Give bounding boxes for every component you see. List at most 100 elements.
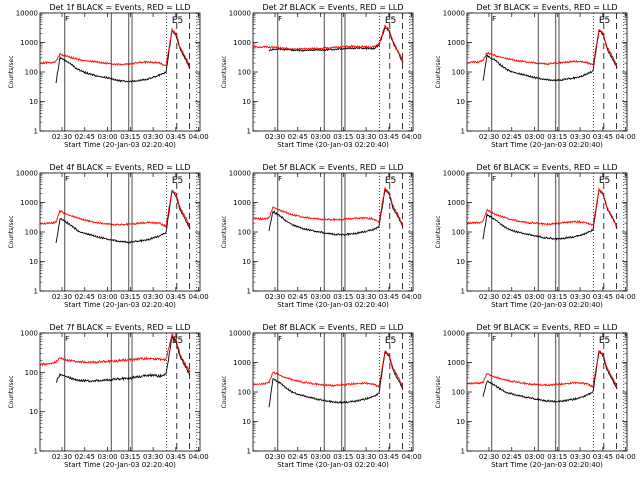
x-tick-label: 02:30 (479, 133, 499, 141)
flag-annotation: F (278, 175, 282, 183)
chart-panel-5: Det 5f BLACK = Events, RED = LLD Counts/s… (221, 163, 422, 309)
y-tick-label: 1000 (447, 199, 465, 207)
x-tick-label: 03:30 (356, 133, 376, 141)
y-tick-label: 1 (461, 448, 465, 456)
x-tick-label: 03:45 (379, 133, 399, 141)
x-tick-label: 03:30 (570, 133, 590, 141)
series-line-lld (252, 350, 404, 388)
x-tick-label: 02:30 (479, 293, 499, 301)
chart-title: Det 9f BLACK = Events, RED = LLD (476, 323, 617, 332)
flag-annotation: F (278, 335, 282, 343)
plot-frame (252, 172, 414, 292)
x-axis-label: Start Time (20-Jan-03 02:20:40) (64, 141, 176, 149)
y-tick-label: 1 (461, 288, 465, 296)
x-tick-label: 03:00 (97, 453, 117, 461)
chart-panel-3: Det 3f BLACK = Events, RED = LLD Counts/s… (435, 3, 636, 149)
peak-annotation: E5 (385, 176, 396, 186)
x-tick-label: 04:00 (616, 453, 636, 461)
series-line-lld (252, 187, 404, 226)
y-tick-label: 100 (25, 229, 38, 237)
peak-annotation: E5 (385, 16, 396, 26)
y-tick-label: 1000 (447, 359, 465, 367)
plot-frame (466, 172, 628, 292)
y-tick-label: 1 (247, 128, 251, 136)
chart-title: Det 8f BLACK = Events, RED = LLD (262, 323, 403, 332)
x-axis-label: Start Time (20-Jan-03 02:20:40) (64, 301, 176, 309)
series-line-events (268, 188, 404, 237)
x-tick-label: 04:00 (402, 453, 422, 461)
x-axis-label: Start Time (20-Jan-03 02:20:40) (277, 461, 389, 469)
x-tick-label: 02:45 (288, 293, 308, 301)
series-line-lld (466, 29, 618, 67)
x-tick-label: 03:15 (547, 453, 567, 461)
x-tick-label: 03:45 (166, 293, 186, 301)
series-line-events (482, 350, 618, 403)
plot-frame (39, 172, 201, 292)
y-tick-label: 1000 (20, 39, 38, 47)
x-tick-label: 02:30 (265, 133, 285, 141)
peak-annotation: E5 (172, 16, 183, 26)
x-tick-label: 03:15 (120, 453, 140, 461)
series-line-lld (39, 190, 191, 228)
x-tick-label: 04:00 (616, 133, 636, 141)
x-tick-label: 02:30 (479, 453, 499, 461)
y-tick-label: 10 (456, 418, 465, 426)
plot-frame (466, 332, 628, 452)
x-tick-label: 02:45 (75, 133, 95, 141)
chart-panel-7: Det 7f BLACK = Events, RED = LLD Counts/s… (8, 323, 209, 469)
plot-frame (39, 12, 201, 132)
x-axis-label: Start Time (20-Jan-03 02:20:40) (491, 141, 603, 149)
chart-title: Det 2f BLACK = Events, RED = LLD (262, 3, 403, 12)
x-tick-label: 03:30 (143, 133, 163, 141)
x-tick-label: 02:30 (265, 453, 285, 461)
series-line-lld (39, 27, 191, 67)
series-line-lld (252, 24, 404, 62)
y-tick-label: 10000 (443, 170, 465, 178)
y-tick-label: 10 (29, 408, 38, 416)
y-tick-label: 10 (29, 258, 38, 266)
chart-panel-9: Det 9f BLACK = Events, RED = LLD Counts/s… (435, 323, 636, 469)
x-axis-label: Start Time (20-Jan-03 02:20:40) (491, 461, 603, 469)
chart-title: Det 7f BLACK = Events, RED = LLD (49, 323, 190, 332)
peak-annotation: E5 (172, 176, 183, 186)
chart-panel-2: Det 2f BLACK = Events, RED = LLD Counts/s… (221, 3, 422, 149)
y-tick-label: 1 (34, 288, 38, 296)
x-tick-label: 03:15 (120, 133, 140, 141)
series-line-lld (466, 187, 618, 227)
y-tick-label: 10000 (16, 170, 38, 178)
y-axis-label: Counts/sec (435, 55, 442, 88)
plot-frame (252, 332, 414, 452)
x-tick-label: 04:00 (189, 453, 209, 461)
y-tick-label: 100 (238, 69, 251, 77)
x-tick-label: 03:00 (524, 293, 544, 301)
chart-title: Det 1f BLACK = Events, RED = LLD (49, 3, 190, 12)
series-line-events (56, 334, 191, 383)
y-tick-label: 1 (34, 448, 38, 456)
peak-annotation: E5 (599, 336, 610, 346)
y-tick-label: 1000 (233, 359, 251, 367)
y-tick-label: 10 (242, 418, 251, 426)
x-tick-label: 02:45 (75, 453, 95, 461)
x-tick-label: 04:00 (402, 293, 422, 301)
y-tick-label: 10 (242, 98, 251, 106)
plot-frame (466, 12, 628, 132)
flag-annotation: F (278, 15, 282, 23)
x-tick-label: 03:45 (593, 453, 613, 461)
chart-title: Det 6f BLACK = Events, RED = LLD (476, 163, 617, 172)
chart-panel-4: Det 4f BLACK = Events, RED = LLD Counts/s… (8, 163, 209, 309)
flag-annotation: F (492, 335, 496, 343)
x-tick-label: 02:45 (502, 133, 522, 141)
x-tick-label: 02:30 (52, 453, 72, 461)
y-axis-label: Counts/sec (221, 215, 228, 248)
x-tick-label: 04:00 (402, 133, 422, 141)
y-tick-label: 100 (25, 69, 38, 77)
x-tick-label: 03:00 (524, 453, 544, 461)
x-tick-label: 03:30 (356, 453, 376, 461)
y-tick-label: 1000 (447, 39, 465, 47)
y-tick-label: 1 (247, 288, 251, 296)
y-tick-label: 1000 (233, 199, 251, 207)
y-tick-label: 100 (238, 229, 251, 237)
y-axis-label: Counts/sec (221, 55, 228, 88)
x-tick-label: 03:30 (143, 293, 163, 301)
x-tick-label: 02:45 (502, 453, 522, 461)
